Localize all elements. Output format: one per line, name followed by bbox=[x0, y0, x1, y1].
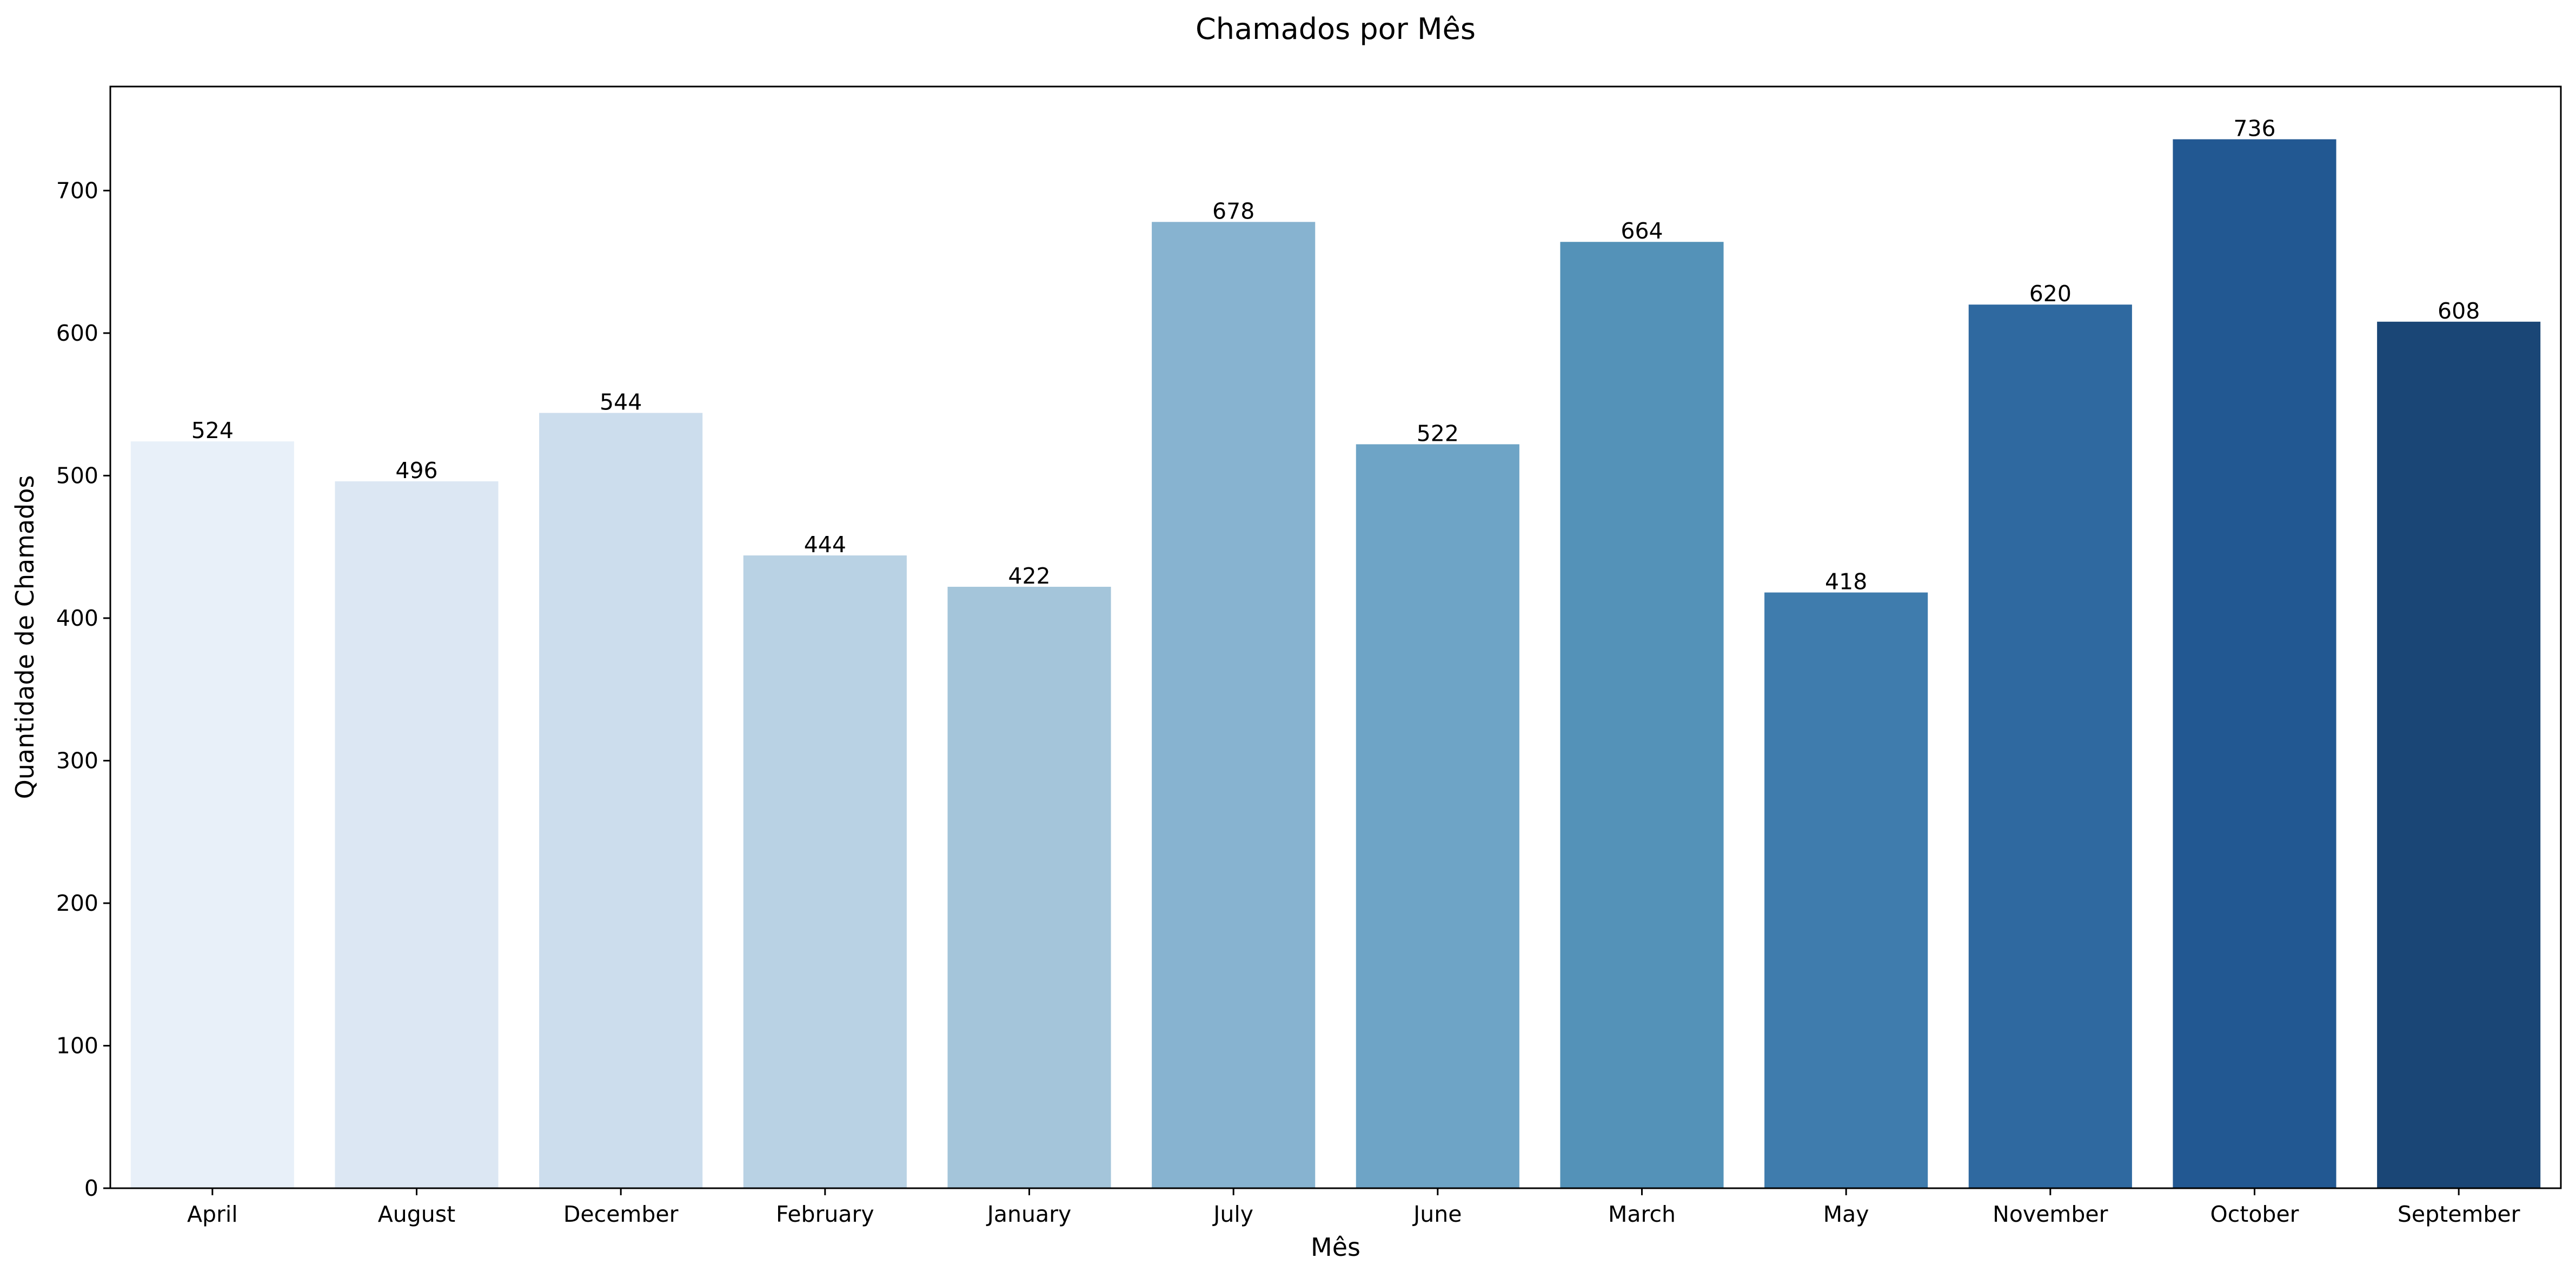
y-tick-label: 0 bbox=[84, 1175, 98, 1201]
x-tick-label: March bbox=[1608, 1201, 1676, 1227]
y-tick-label: 400 bbox=[56, 605, 98, 631]
x-tick-label: November bbox=[1993, 1201, 2108, 1227]
bar bbox=[1968, 304, 2132, 1188]
bar-value-label: 524 bbox=[191, 418, 234, 443]
bar bbox=[947, 586, 1111, 1188]
bar bbox=[130, 441, 294, 1189]
bar-value-label: 496 bbox=[395, 458, 437, 484]
y-tick-label: 300 bbox=[56, 747, 98, 773]
x-tick-label: May bbox=[1823, 1201, 1869, 1227]
bar bbox=[1356, 444, 1519, 1188]
x-tick-label: September bbox=[2398, 1201, 2520, 1227]
x-axis-label: Mês bbox=[1311, 1233, 1360, 1262]
bar-value-label: 422 bbox=[1008, 563, 1050, 589]
bar bbox=[743, 555, 907, 1188]
bar-value-label: 608 bbox=[2438, 298, 2480, 324]
bar-value-label: 678 bbox=[1212, 198, 1254, 224]
bar-value-label: 522 bbox=[1417, 420, 1459, 446]
bar-value-label: 620 bbox=[2029, 281, 2072, 307]
x-tick-label: October bbox=[2210, 1201, 2299, 1227]
x-tick-label: April bbox=[187, 1201, 238, 1227]
y-tick-label: 600 bbox=[56, 320, 98, 346]
chart-title: Chamados por Mês bbox=[1196, 12, 1476, 46]
y-tick-label: 200 bbox=[56, 890, 98, 916]
y-axis: 0 100 200 300 400 500 600 700 bbox=[56, 177, 110, 1201]
x-tick-label: August bbox=[378, 1201, 455, 1227]
y-axis-label: Quantidade de Chamados bbox=[10, 475, 39, 799]
bar-value-label: 418 bbox=[1825, 568, 1867, 594]
x-tick-label: January bbox=[986, 1201, 1071, 1227]
bar bbox=[2377, 321, 2541, 1189]
x-axis: April August December February January July Ju… bbox=[187, 1188, 2520, 1227]
bar bbox=[1560, 242, 1724, 1188]
plot-frame bbox=[109, 85, 2562, 1189]
x-tick-label: February bbox=[776, 1201, 874, 1227]
bar bbox=[539, 413, 703, 1188]
bar-value-label: 664 bbox=[1621, 218, 1663, 244]
x-tick-label: June bbox=[1412, 1201, 1462, 1227]
bar-value-label: 544 bbox=[600, 389, 642, 415]
bars-group bbox=[130, 139, 2541, 1189]
bar bbox=[1152, 222, 1316, 1189]
y-tick-label: 100 bbox=[56, 1032, 98, 1058]
bar-value-label: 444 bbox=[804, 532, 846, 558]
bar-value-label: 736 bbox=[2233, 116, 2275, 142]
bar-value-labels: 524 496 544 444 422 678 522 664 418 620 736 608 bbox=[191, 116, 2480, 595]
y-tick-label: 700 bbox=[56, 177, 98, 203]
bar bbox=[335, 481, 499, 1188]
bar bbox=[1764, 592, 1928, 1188]
x-tick-label: December bbox=[563, 1201, 679, 1227]
bar bbox=[2173, 139, 2336, 1188]
x-tick-label: July bbox=[1212, 1201, 1253, 1227]
y-tick-label: 500 bbox=[56, 462, 98, 488]
